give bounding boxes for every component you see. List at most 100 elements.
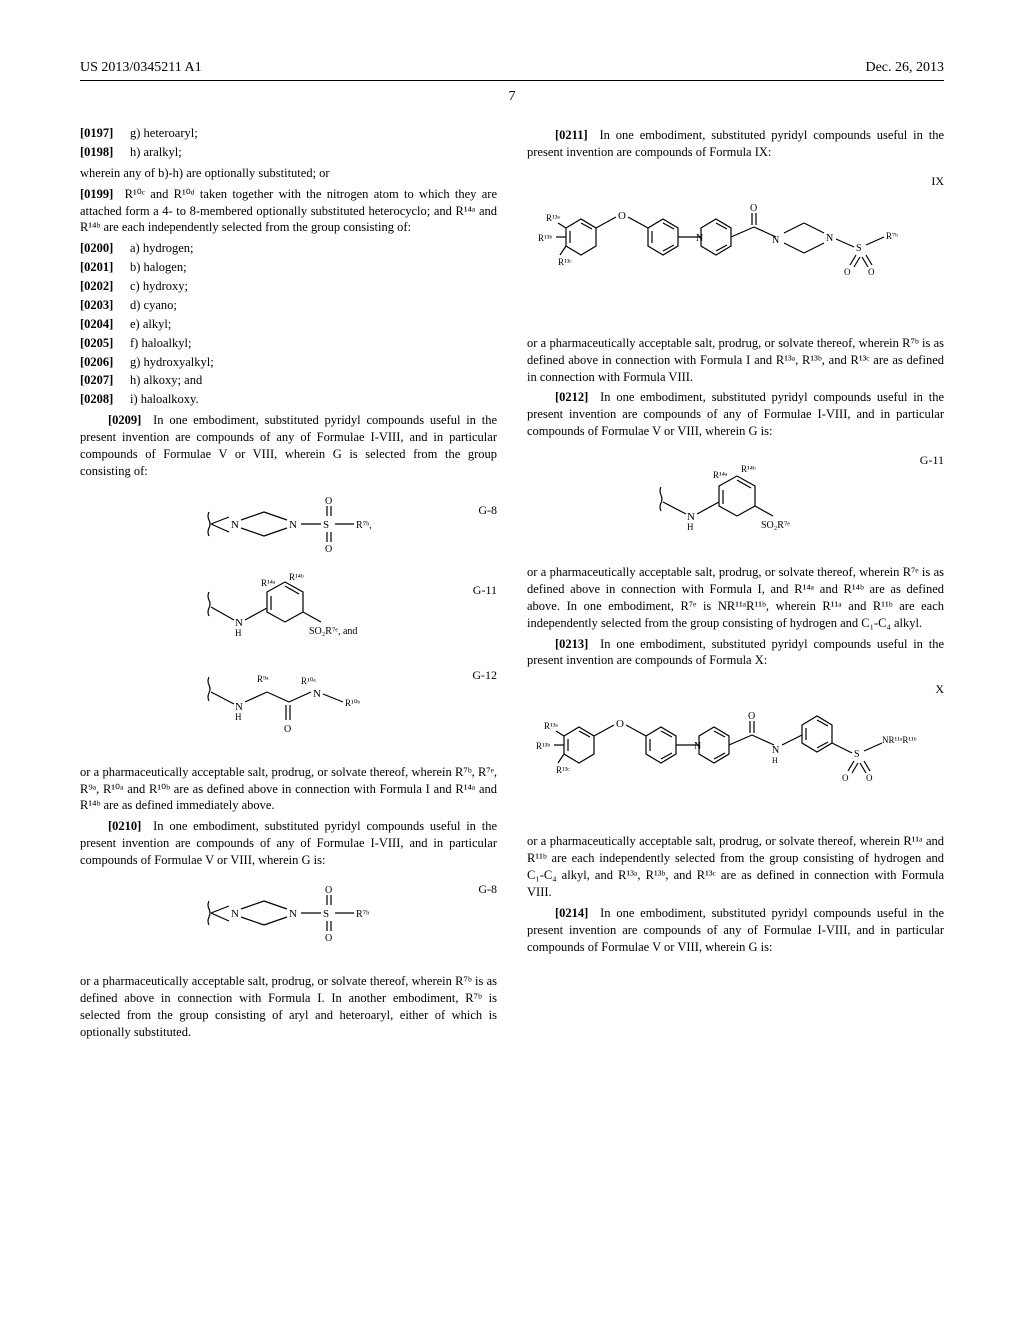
svg-text:O: O [844, 267, 851, 277]
paragraph-text: In one embodiment, substituted pyridyl c… [527, 906, 944, 954]
formula-g8-solo: G-8 N N S O O [80, 881, 497, 961]
svg-text:N: N [772, 745, 779, 756]
svg-text:R¹⁴ᵇ: R¹⁴ᵇ [741, 464, 756, 474]
formula-label: G-11 [473, 582, 497, 598]
formula-ix: IX R¹³ᵃ R¹³ᵇ R¹³ᶜ O [527, 173, 944, 323]
list-item: [0205]f) haloalkyl; [80, 335, 497, 352]
formula-g11-solo: G-11 N H R¹⁴ᵃ R¹⁴ᵇ SO₂R⁷ᵉ [527, 452, 944, 552]
paragraph-text: In one embodiment, substituted pyridyl c… [80, 413, 497, 478]
paragraph-text: In one embodiment, substituted pyridyl c… [527, 637, 944, 668]
two-column-body: [0197]g) heteroaryl; [0198]h) aralkyl; w… [80, 123, 944, 1044]
svg-text:R¹⁴ᵃ: R¹⁴ᵃ [713, 470, 728, 480]
svg-text:O: O [325, 496, 332, 507]
list-item: [0203]d) cyano; [80, 297, 497, 314]
svg-text:O: O [325, 933, 332, 944]
svg-text:S: S [323, 519, 329, 531]
svg-text:O: O [750, 203, 757, 214]
svg-text:N: N [231, 908, 239, 920]
svg-text:N: N [313, 688, 321, 700]
formula-label: G-8 [478, 502, 497, 518]
svg-text:R⁹ᵃ: R⁹ᵃ [257, 674, 269, 684]
list-item-text: a) hydrogen; [130, 241, 194, 255]
formula-label: G-12 [472, 667, 497, 683]
svg-text:R¹³ᵃ: R¹³ᵃ [546, 213, 560, 223]
svg-text:SO₂R⁷ᵉ: SO₂R⁷ᵉ [761, 520, 790, 531]
paragraph: [0210] In one embodiment, substituted py… [80, 818, 497, 869]
paragraph-ref: [0203] [80, 297, 130, 314]
list-item-text: d) cyano; [130, 298, 177, 312]
svg-text:R¹³ᶜ: R¹³ᶜ [558, 257, 572, 267]
svg-text:R⁷ᵇ: R⁷ᵇ [356, 909, 369, 920]
paragraph-text: or a pharmaceutically acceptable salt, p… [80, 973, 497, 1041]
svg-text:R¹³ᶜ: R¹³ᶜ [556, 765, 570, 775]
list-item: [0200]a) hydrogen; [80, 240, 497, 257]
svg-text:S: S [854, 749, 860, 760]
svg-text:O: O [842, 773, 849, 783]
svg-text:O: O [325, 544, 332, 555]
svg-text:N: N [289, 519, 297, 531]
paragraph-text: In one embodiment, substituted pyridyl c… [527, 390, 944, 438]
list-item: [0206]g) hydroxyalkyl; [80, 354, 497, 371]
svg-text:R¹⁴ᵃ: R¹⁴ᵃ [261, 578, 276, 588]
list-item-text: h) aralkyl; [130, 145, 182, 159]
paragraph: [0214] In one embodiment, substituted py… [527, 905, 944, 956]
paragraph-ref: [0201] [80, 259, 130, 276]
list-item: [0207]h) alkoxy; and [80, 372, 497, 389]
svg-text:R¹⁰ᵇ: R¹⁰ᵇ [345, 698, 360, 708]
formula-x: X R¹³ᵃ R¹³ᵇ R¹³ᶜ O [527, 681, 944, 821]
svg-text:SO₂R⁷ᵉ, and: SO₂R⁷ᵉ, and [309, 626, 357, 637]
paragraph-ref: [0209] [94, 412, 141, 429]
svg-text:S: S [323, 908, 329, 920]
svg-text:N: N [772, 235, 779, 246]
list-item: [0198]h) aralkyl; [80, 144, 497, 161]
list-item: [0201]b) halogen; [80, 259, 497, 276]
list-item-text: b) halogen; [130, 260, 187, 274]
list-item-text: e) alkyl; [130, 317, 171, 331]
svg-text:R⁷ᵇ: R⁷ᵇ [886, 231, 898, 241]
paragraph: [0209] In one embodiment, substituted py… [80, 412, 497, 480]
paragraph-ref: [0197] [80, 125, 130, 142]
formula-label: IX [931, 173, 944, 189]
svg-text:NR¹¹ᵃR¹¹ᵇ: NR¹¹ᵃR¹¹ᵇ [882, 735, 917, 745]
list-item: [0202]c) hydroxy; [80, 278, 497, 295]
patent-number: US 2013/0345211 A1 [80, 60, 202, 76]
svg-text:N: N [289, 908, 297, 920]
paragraph-ref: [0204] [80, 316, 130, 333]
list-item: [0208]i) haloalkoxy. [80, 391, 497, 408]
svg-text:H: H [235, 628, 242, 638]
svg-text:N: N [696, 233, 703, 244]
svg-text:R¹³ᵇ: R¹³ᵇ [536, 741, 550, 751]
svg-text:S: S [856, 243, 862, 254]
svg-text:O: O [618, 210, 626, 222]
svg-text:R⁷ᵇ,: R⁷ᵇ, [356, 520, 372, 531]
list-item: [0204]e) alkyl; [80, 316, 497, 333]
left-column: [0197]g) heteroaryl; [0198]h) aralkyl; w… [80, 123, 497, 1044]
paragraph: [0199] R¹⁰ᶜ and R¹⁰ᵈ taken together with… [80, 186, 497, 237]
list-item-text: g) heteroaryl; [130, 126, 198, 140]
paragraph-text: R¹⁰ᶜ and R¹⁰ᵈ taken together with the ni… [80, 187, 497, 235]
wherein-line: wherein any of b)-h) are optionally subs… [80, 165, 497, 182]
paragraph-ref: [0205] [80, 335, 130, 352]
item-list-1: [0197]g) heteroaryl; [0198]h) aralkyl; [80, 125, 497, 161]
list-item: [0197]g) heteroaryl; [80, 125, 497, 142]
svg-text:N: N [231, 519, 239, 531]
list-item-text: i) haloalkoxy. [130, 392, 199, 406]
chemical-structure-icon: R¹³ᵃ R¹³ᵇ R¹³ᶜ O [536, 173, 936, 313]
svg-text:N: N [826, 233, 833, 244]
list-item-text: c) hydroxy; [130, 279, 188, 293]
right-column: [0211] In one embodiment, substituted py… [527, 123, 944, 1044]
chemical-structure-icon: N N S O O R⁷ᵇ, [149, 492, 429, 752]
item-list-2: [0200]a) hydrogen; [0201]b) halogen; [02… [80, 240, 497, 408]
formula-g8-g11-g12: G-8 G-11 G-12 N N S O [80, 492, 497, 752]
paragraph: [0213] In one embodiment, substituted py… [527, 636, 944, 670]
paragraph-text: In one embodiment, substituted pyridyl c… [80, 819, 497, 867]
formula-label: G-8 [478, 881, 497, 897]
paragraph-ref: [0211] [541, 127, 588, 144]
page-header: US 2013/0345211 A1 Dec. 26, 2013 [80, 60, 944, 81]
paragraph-ref: [0208] [80, 391, 130, 408]
paragraph-ref: [0202] [80, 278, 130, 295]
paragraph-text: or a pharmaceutically acceptable salt, p… [80, 764, 497, 815]
page-number: 7 [80, 89, 944, 105]
paragraph-text: or a pharmaceutically acceptable salt, p… [527, 564, 944, 632]
chemical-structure-icon: N N S O O R⁷ᵇ [169, 881, 409, 951]
